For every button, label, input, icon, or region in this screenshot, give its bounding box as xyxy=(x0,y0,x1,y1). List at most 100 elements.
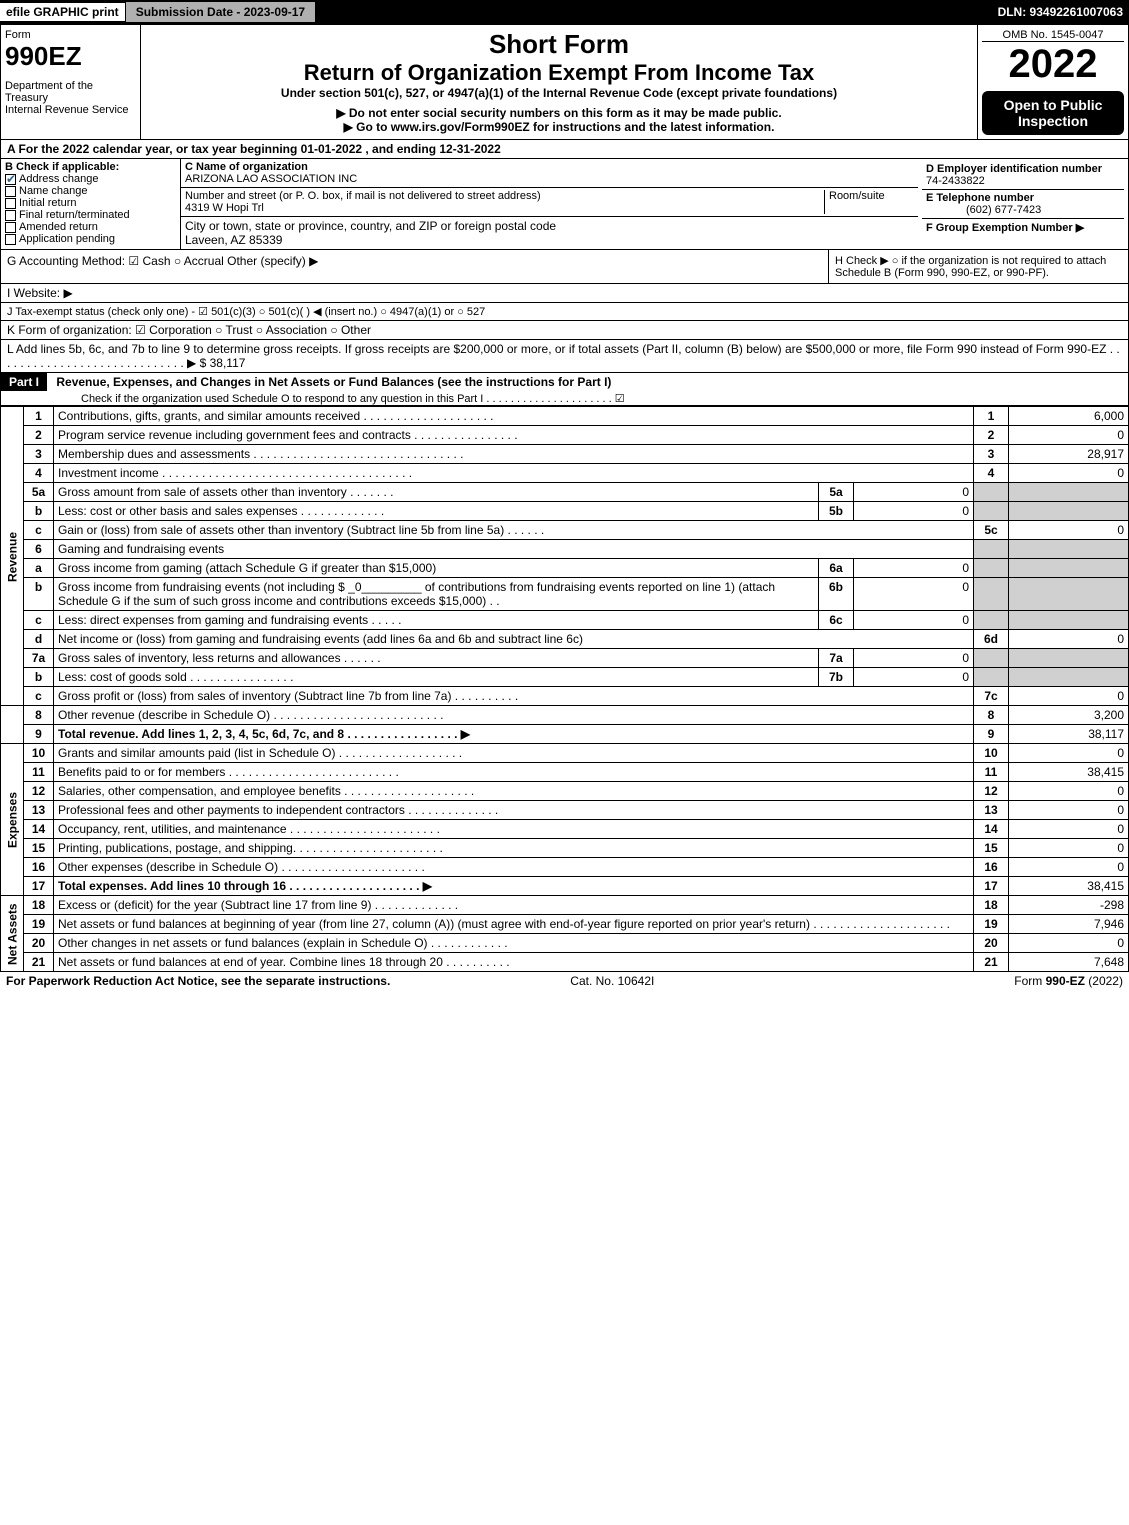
line-num: 7a xyxy=(24,649,54,668)
vlabel: Expenses xyxy=(1,744,24,896)
amt: 0 xyxy=(1009,858,1129,877)
amt: 0 xyxy=(1009,820,1129,839)
r-shade xyxy=(974,578,1009,611)
under: Under section 501(c), 527, or 4947(a)(1)… xyxy=(145,86,973,100)
hdr-mid: Short Form Return of Organization Exempt… xyxy=(141,25,978,139)
line-num: c xyxy=(24,521,54,540)
e-label: E Telephone number xyxy=(926,192,1034,204)
checkbox[interactable] xyxy=(5,198,16,209)
r-num: 3 xyxy=(974,445,1009,464)
line-text: Net income or (loss) from gaming and fun… xyxy=(54,630,974,649)
line-a: A For the 2022 calendar year, or tax yea… xyxy=(0,140,1129,159)
line-num: 18 xyxy=(24,896,54,915)
r-shade xyxy=(974,502,1009,521)
checkbox[interactable] xyxy=(5,222,16,233)
topbar: efile GRAPHIC print Submission Date - 20… xyxy=(0,0,1129,24)
line-num: 5a xyxy=(24,483,54,502)
line-num: 20 xyxy=(24,934,54,953)
a-shade xyxy=(1009,483,1129,502)
b-items: Address changeName changeInitial returnF… xyxy=(5,173,176,245)
dept2: Internal Revenue Service xyxy=(5,104,136,116)
hdr-left: Form 990EZ Department of the Treasury In… xyxy=(1,25,141,139)
sub-amt: 0 xyxy=(854,668,974,687)
foot-mid: Cat. No. 10642I xyxy=(570,974,654,988)
sub-num: 6b xyxy=(819,578,854,611)
checkbox[interactable] xyxy=(5,186,16,197)
line-text: Other changes in net assets or fund bala… xyxy=(54,934,974,953)
a-shade xyxy=(1009,502,1129,521)
f: F Group Exemption Number ▶ xyxy=(922,219,1124,236)
a-shade xyxy=(1009,559,1129,578)
line-text: Printing, publications, postage, and shi… xyxy=(54,839,974,858)
sub-amt: 0 xyxy=(854,502,974,521)
sub-num: 5a xyxy=(819,483,854,502)
street: 4319 W Hopi Trl xyxy=(185,202,264,214)
sub-amt: 0 xyxy=(854,649,974,668)
checkbox[interactable] xyxy=(5,174,16,185)
line-num: 13 xyxy=(24,801,54,820)
sub-amt: 0 xyxy=(854,611,974,630)
line-num: 1 xyxy=(24,407,54,426)
r-num: 21 xyxy=(974,953,1009,972)
form-word: Form xyxy=(5,29,136,41)
amt: 0 xyxy=(1009,687,1129,706)
vlabel: Revenue xyxy=(1,407,24,706)
a-shade xyxy=(1009,611,1129,630)
checkbox[interactable] xyxy=(5,210,16,221)
dln: DLN: 93492261007063 xyxy=(998,5,1129,19)
line-text: Salaries, other compensation, and employ… xyxy=(54,782,974,801)
city: Laveen, AZ 85339 xyxy=(185,233,282,247)
d-label: D Employer identification number xyxy=(926,163,1102,175)
r-num: 18 xyxy=(974,896,1009,915)
l: L Add lines 5b, 6c, and 7b to line 9 to … xyxy=(0,340,1129,373)
amt: 0 xyxy=(1009,464,1129,483)
r-num: 7c xyxy=(974,687,1009,706)
sec-c: C Name of organization ARIZONA LAO ASSOC… xyxy=(181,159,918,249)
b-head: B Check if applicable: xyxy=(5,161,176,173)
line-num: 16 xyxy=(24,858,54,877)
line-text: Gaming and fundraising events xyxy=(54,540,974,559)
line-num: c xyxy=(24,611,54,630)
r-num: 13 xyxy=(974,801,1009,820)
line-num: 21 xyxy=(24,953,54,972)
checkbox[interactable] xyxy=(5,234,16,245)
r-num: 16 xyxy=(974,858,1009,877)
r-shade xyxy=(974,668,1009,687)
amt: 0 xyxy=(1009,744,1129,763)
sec-b: B Check if applicable: Address changeNam… xyxy=(1,159,181,249)
r-num: 11 xyxy=(974,763,1009,782)
line-text: Net assets or fund balances at beginning… xyxy=(54,915,974,934)
line-num: d xyxy=(24,630,54,649)
sub-amt: 0 xyxy=(854,578,974,611)
line-text: Membership dues and assessments . . . . … xyxy=(54,445,974,464)
section-b-f: B Check if applicable: Address changeNam… xyxy=(0,159,1129,250)
sec-def: D Employer identification number 74-2433… xyxy=(918,159,1128,249)
goto: ▶ Go to www.irs.gov/Form990EZ for instru… xyxy=(145,120,973,134)
a-shade xyxy=(1009,540,1129,559)
line-text: Other expenses (describe in Schedule O) … xyxy=(54,858,974,877)
line-num: 2 xyxy=(24,426,54,445)
amt: 28,917 xyxy=(1009,445,1129,464)
sub-num: 7b xyxy=(819,668,854,687)
sub-amt: 0 xyxy=(854,483,974,502)
a-shade xyxy=(1009,578,1129,611)
r-num: 2 xyxy=(974,426,1009,445)
form-header: Form 990EZ Department of the Treasury In… xyxy=(0,24,1129,140)
line-num: b xyxy=(24,668,54,687)
line-text: Total expenses. Add lines 10 through 16 … xyxy=(54,877,974,896)
r-shade xyxy=(974,540,1009,559)
c-street: Number and street (or P. O. box, if mail… xyxy=(181,188,918,217)
line-text: Gross sales of inventory, less returns a… xyxy=(54,649,819,668)
foot-left: For Paperwork Reduction Act Notice, see … xyxy=(6,974,390,988)
line-text: Benefits paid to or for members . . . . … xyxy=(54,763,974,782)
k: K Form of organization: ☑ Corporation ○ … xyxy=(0,321,1129,340)
dept: Department of the Treasury xyxy=(5,80,136,104)
r-num: 10 xyxy=(974,744,1009,763)
amt: 7,648 xyxy=(1009,953,1129,972)
sub-num: 7a xyxy=(819,649,854,668)
line-text: Gross income from gaming (attach Schedul… xyxy=(54,559,819,578)
part-title: Revenue, Expenses, and Changes in Net As… xyxy=(50,373,617,391)
line-text: Contributions, gifts, grants, and simila… xyxy=(54,407,974,426)
footer: For Paperwork Reduction Act Notice, see … xyxy=(0,972,1129,990)
line-text: Less: cost of goods sold . . . . . . . .… xyxy=(54,668,819,687)
